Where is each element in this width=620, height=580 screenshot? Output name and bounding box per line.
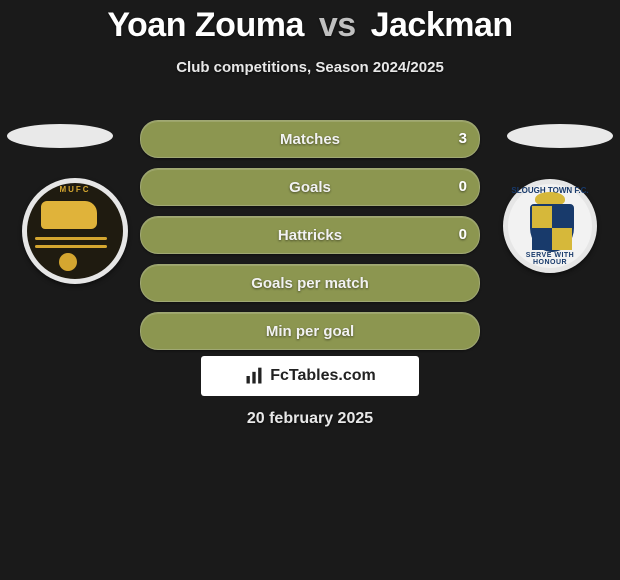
- player1-platform: [7, 124, 113, 148]
- stat-label: Goals: [289, 179, 331, 196]
- stats-list: Matches 3 Goals 0 Hattricks 0 Goals per …: [140, 120, 480, 360]
- stat-label: Matches: [280, 131, 340, 148]
- stat-row: Goals per match: [140, 264, 480, 302]
- ball-icon: [59, 253, 77, 271]
- stat-label: Goals per match: [251, 275, 369, 292]
- wave-icon: [35, 245, 107, 248]
- lion-icon: [41, 201, 97, 229]
- player1-crest: MUFC: [22, 178, 128, 284]
- stat-row: Hattricks 0: [140, 216, 480, 254]
- stat-row: Goals 0: [140, 168, 480, 206]
- player2-crest: SLOUGH TOWN F.C. SERVE WITH HONOUR: [503, 179, 597, 273]
- date-label: 20 february 2025: [0, 410, 620, 428]
- stat-value-right: 3: [459, 121, 467, 157]
- comparison-card: Yoan Zouma vs Jackman Club competitions,…: [0, 0, 620, 580]
- player2-platform: [507, 124, 613, 148]
- subtitle: Club competitions, Season 2024/2025: [0, 59, 620, 76]
- bar-chart-icon: [244, 366, 264, 386]
- player1-crest-text: MUFC: [27, 185, 123, 194]
- stat-value-right: 0: [459, 217, 467, 253]
- player2-crest-bottom-text: SERVE WITH HONOUR: [508, 252, 592, 266]
- stat-label: Min per goal: [266, 323, 354, 340]
- page-title: Yoan Zouma vs Jackman: [0, 0, 620, 45]
- player2-name: Jackman: [371, 6, 513, 44]
- fctables-logo-text: FcTables.com: [270, 367, 376, 385]
- stat-label: Hattricks: [278, 227, 342, 244]
- player1-name: Yoan Zouma: [107, 6, 304, 44]
- stat-row: Min per goal: [140, 312, 480, 350]
- wave-icon: [35, 237, 107, 240]
- shield-icon: [530, 204, 574, 252]
- fctables-logo[interactable]: FcTables.com: [201, 356, 419, 396]
- vs-label: vs: [319, 6, 356, 44]
- stat-value-right: 0: [459, 169, 467, 205]
- stat-row: Matches 3: [140, 120, 480, 158]
